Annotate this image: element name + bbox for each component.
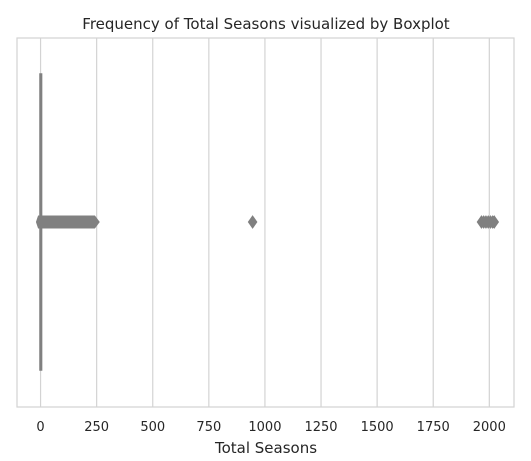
x-tick-label-250: 250: [84, 420, 109, 435]
x-tick-label-750: 750: [196, 420, 221, 435]
x-tick-label-1500: 1500: [361, 420, 394, 435]
x-tick-label-2000: 2000: [473, 420, 506, 435]
plot-area-frame: [16, 37, 515, 408]
outlier-cluster: [35, 215, 100, 229]
x-tick-label-0: 0: [36, 420, 44, 435]
chart-title: Frequency of Total Seasons visualized by…: [82, 15, 450, 33]
x-axis-label: Total Seasons: [214, 439, 317, 457]
x-tick-label-500: 500: [140, 420, 165, 435]
x-tick-label-1250: 1250: [304, 420, 337, 435]
x-tick-label-1000: 1000: [248, 420, 281, 435]
outlier-point-945: [247, 215, 258, 229]
x-tick-label-1750: 1750: [417, 420, 450, 435]
box-group: [35, 73, 500, 371]
outlier-point-2022: [489, 215, 500, 229]
x-tick-labels: 0 250 500 750 1000 1250 1500 1750 2000: [36, 420, 505, 435]
